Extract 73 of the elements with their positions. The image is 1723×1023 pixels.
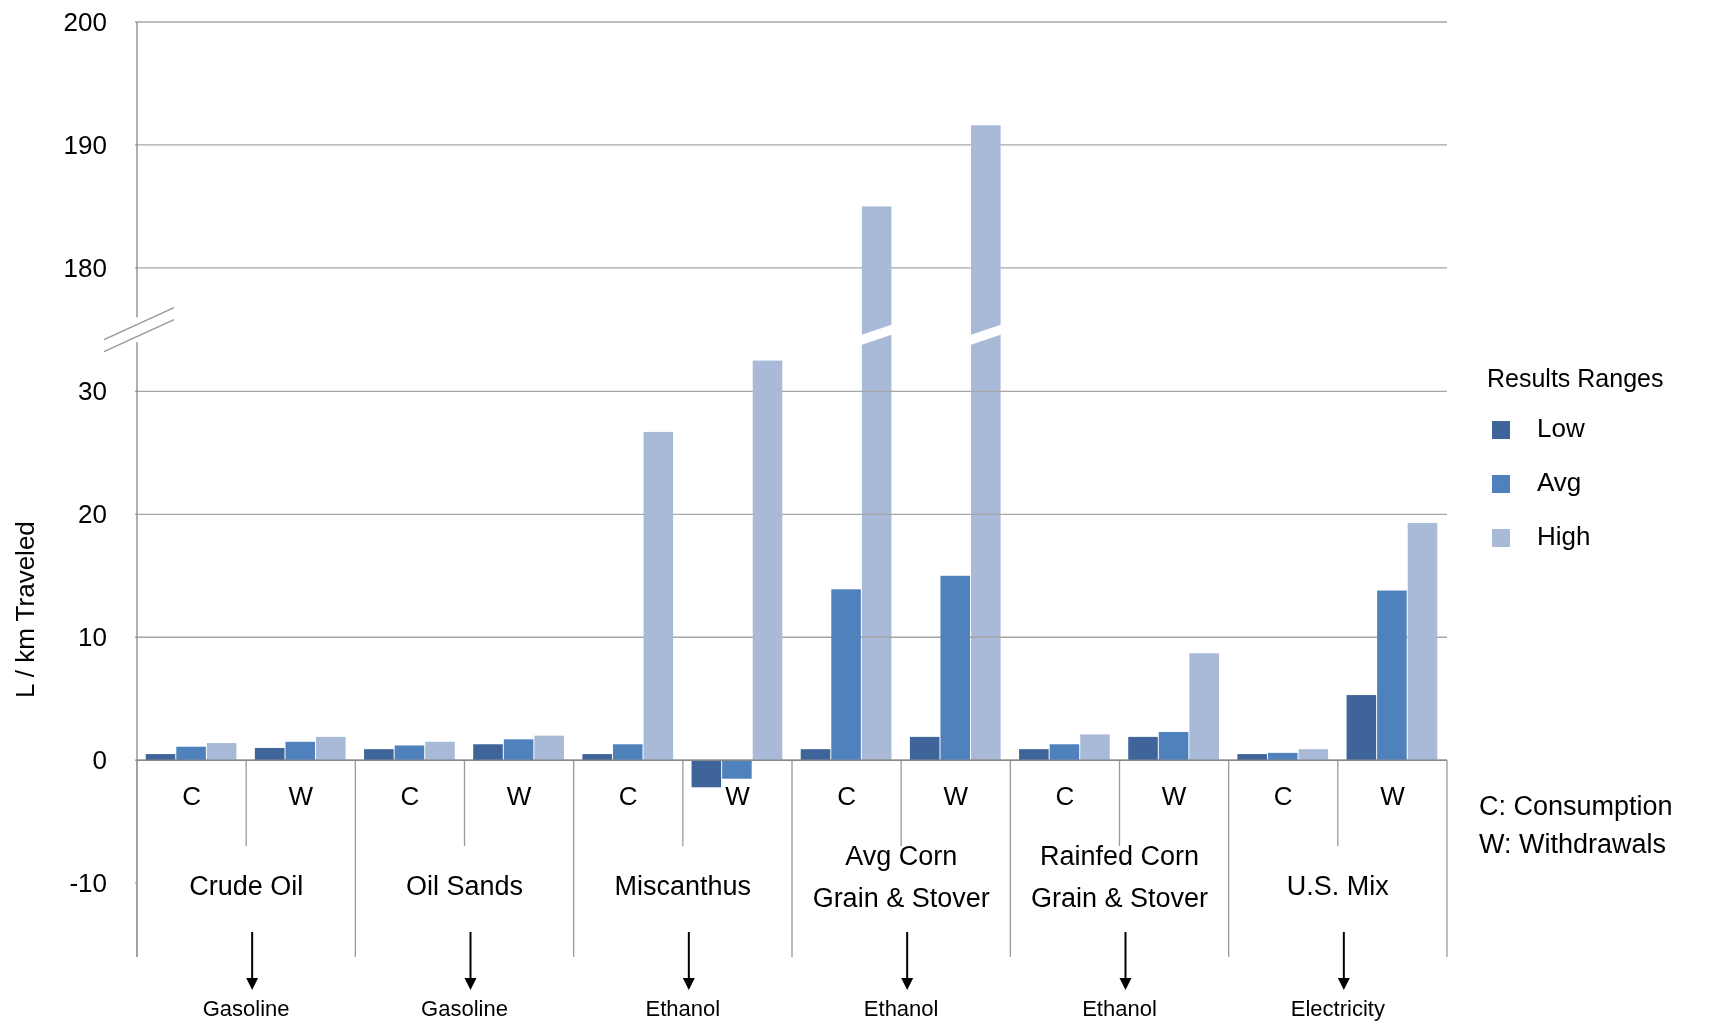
y-tick-label: 10 <box>78 622 107 653</box>
legend-label: High <box>1537 521 1591 552</box>
bar <box>643 431 674 761</box>
y-tick-label: 0 <box>92 745 107 776</box>
x-tick-label: C <box>1055 781 1075 811</box>
y-tick-label: 30 <box>78 376 107 407</box>
bar <box>503 739 534 761</box>
annotation: Avg Corn Grain & Stover <box>812 841 990 913</box>
x-tick-label: W <box>725 781 751 811</box>
bar <box>722 760 752 779</box>
x-tick-label: C <box>1273 781 1293 811</box>
legend-title: Results Ranges <box>1487 364 1664 392</box>
annotation: Miscanthus <box>614 871 752 901</box>
text: Gasoline <box>202 996 290 1021</box>
x-tick-label: W <box>943 781 969 811</box>
x-tick-label: W <box>288 781 314 811</box>
bar <box>612 744 643 761</box>
x-tick-label: C <box>400 781 420 811</box>
text: C: Consumption <box>1479 791 1673 821</box>
annotation: U.S. Mix <box>1286 871 1390 901</box>
bar <box>831 589 861 761</box>
legend-label: Low <box>1537 413 1585 444</box>
text: W: Withdrawals <box>1479 829 1667 859</box>
bar <box>1267 752 1298 761</box>
bar <box>285 741 316 761</box>
x-tick-label: W <box>1380 781 1406 811</box>
bar <box>1158 731 1189 761</box>
bar <box>752 360 783 761</box>
bar <box>1049 744 1080 761</box>
x-tick-label: C <box>618 781 638 811</box>
bar <box>394 745 425 761</box>
text: Gasoline <box>421 996 508 1021</box>
bar <box>316 736 346 761</box>
y-tick-label: -10 <box>69 868 107 899</box>
x-tick-label: C <box>182 781 201 811</box>
bar <box>1298 749 1329 761</box>
bar <box>176 746 206 761</box>
bar <box>1407 522 1438 761</box>
bar <box>940 575 971 761</box>
bar <box>1346 695 1377 761</box>
text: Ethanol <box>863 996 939 1021</box>
text: Ethanol <box>1082 996 1157 1021</box>
bar <box>582 754 612 761</box>
annotation: Oil Sands <box>405 871 524 901</box>
bar <box>145 754 176 761</box>
annotation: Rainfed Corn Grain & Stover <box>1030 841 1209 913</box>
bar <box>206 743 237 761</box>
x-tick-label: C <box>837 781 856 811</box>
bar <box>909 736 940 761</box>
y-tick-label: 20 <box>78 499 107 530</box>
x-tick-label: W <box>1161 781 1187 811</box>
bar <box>1377 590 1407 761</box>
x-tick-label: W <box>506 781 532 811</box>
bar <box>254 747 285 761</box>
bar <box>364 749 394 761</box>
bar <box>800 749 831 761</box>
legend-label: Avg <box>1537 467 1582 498</box>
bar <box>1019 749 1049 761</box>
y-tick-label: 200 <box>63 7 107 38</box>
annotation: Crude Oil <box>189 871 304 901</box>
y-axis-title: L / km Traveled <box>10 521 40 698</box>
bar <box>473 744 503 761</box>
bar <box>1237 754 1267 761</box>
bar <box>534 735 564 761</box>
bar <box>1189 653 1219 761</box>
bar <box>425 741 455 761</box>
text: Electricity <box>1290 996 1385 1021</box>
bar <box>691 760 722 788</box>
y-tick-label: 180 <box>63 253 107 284</box>
bar <box>1080 734 1110 761</box>
y-tick-label: 190 <box>63 130 107 161</box>
bar <box>1128 736 1158 761</box>
text: Ethanol <box>645 996 721 1021</box>
